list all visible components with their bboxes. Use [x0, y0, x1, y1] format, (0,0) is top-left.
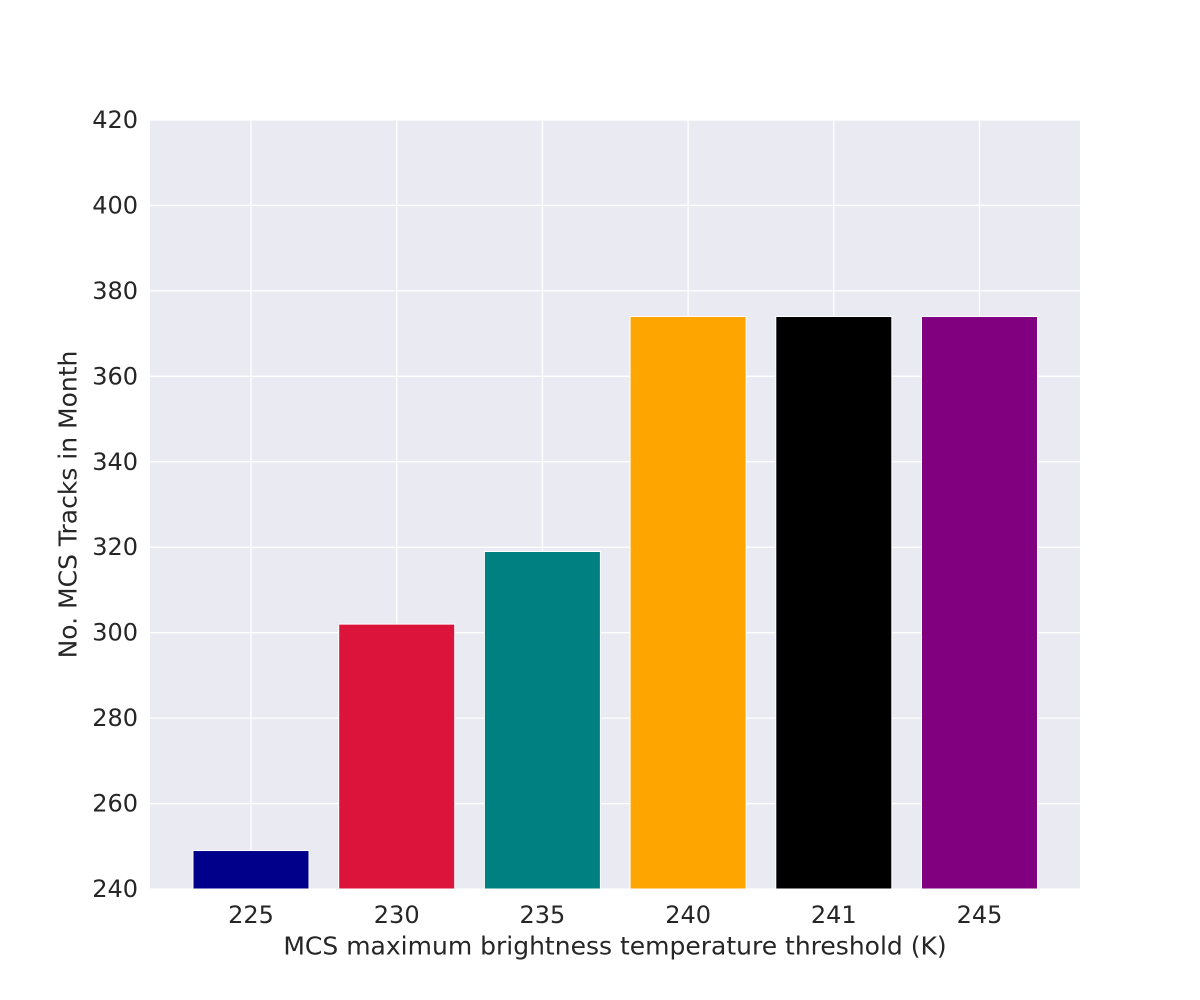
bar-230	[338, 623, 456, 890]
y-tick-label: 360	[92, 362, 138, 390]
x-tick-label: 235	[519, 901, 565, 929]
bar-240	[629, 316, 747, 890]
x-tick-label: 245	[957, 901, 1003, 929]
x-axis-ticks: 225 230 235 240 241 245	[228, 901, 1002, 929]
y-tick-label: 340	[92, 448, 138, 476]
y-tick-label: 260	[92, 790, 138, 818]
y-tick-label: 280	[92, 704, 138, 732]
y-tick-label: 320	[92, 533, 138, 561]
y-axis-ticks: 240 260 280 300 320 340 360 380 400 420	[92, 106, 138, 903]
x-tick-label: 225	[228, 901, 274, 929]
x-axis-label: MCS maximum brightness temperature thres…	[283, 932, 946, 961]
y-axis-label: No. MCS Tracks in Month	[54, 351, 83, 659]
y-tick-label: 240	[92, 875, 138, 903]
y-tick-label: 400	[92, 191, 138, 219]
bars	[192, 316, 1038, 890]
y-tick-label: 420	[92, 106, 138, 134]
bar-225	[192, 850, 310, 890]
bar-241	[775, 316, 893, 890]
x-tick-label: 230	[374, 901, 420, 929]
y-tick-label: 380	[92, 277, 138, 305]
bar-235	[483, 550, 601, 890]
x-tick-label: 241	[811, 901, 857, 929]
x-tick-label: 240	[665, 901, 711, 929]
y-tick-label: 300	[92, 619, 138, 647]
bar-245	[921, 316, 1038, 890]
